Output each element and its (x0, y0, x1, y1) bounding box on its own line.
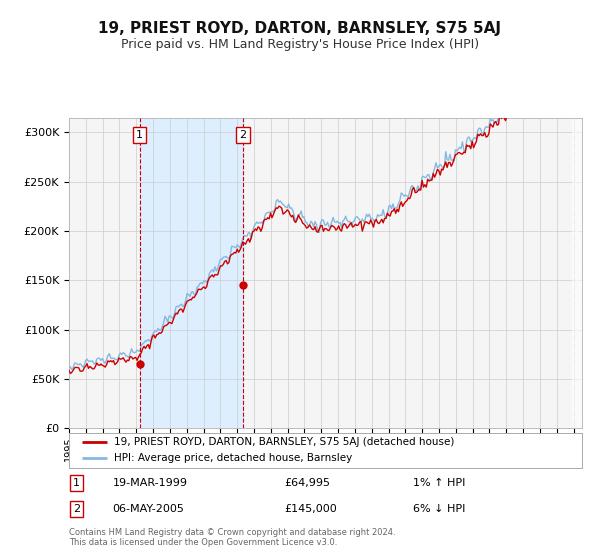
Text: 19, PRIEST ROYD, DARTON, BARNSLEY, S75 5AJ: 19, PRIEST ROYD, DARTON, BARNSLEY, S75 5… (98, 21, 502, 36)
Bar (140, 118, 243, 428)
Text: 6% ↓ HPI: 6% ↓ HPI (413, 505, 465, 514)
Text: Price paid vs. HM Land Registry's House Price Index (HPI): Price paid vs. HM Land Registry's House … (121, 38, 479, 50)
Text: This data is licensed under the Open Government Licence v3.0.: This data is licensed under the Open Gov… (69, 538, 337, 547)
Text: 1: 1 (73, 478, 80, 488)
Text: HPI: Average price, detached house, Barnsley: HPI: Average price, detached house, Barn… (114, 453, 352, 463)
Text: 06-MAY-2005: 06-MAY-2005 (113, 505, 184, 514)
Text: 1% ↑ HPI: 1% ↑ HPI (413, 478, 465, 488)
Text: 19-MAR-1999: 19-MAR-1999 (113, 478, 188, 488)
Text: £64,995: £64,995 (284, 478, 331, 488)
Text: Contains HM Land Registry data © Crown copyright and database right 2024.: Contains HM Land Registry data © Crown c… (69, 528, 395, 536)
Text: £145,000: £145,000 (284, 505, 337, 514)
Bar (572, 118, 582, 428)
Text: 2: 2 (73, 505, 80, 514)
Text: 19, PRIEST ROYD, DARTON, BARNSLEY, S75 5AJ (detached house): 19, PRIEST ROYD, DARTON, BARNSLEY, S75 5… (114, 437, 455, 447)
Text: 1: 1 (136, 130, 143, 139)
Text: 2: 2 (239, 130, 247, 139)
